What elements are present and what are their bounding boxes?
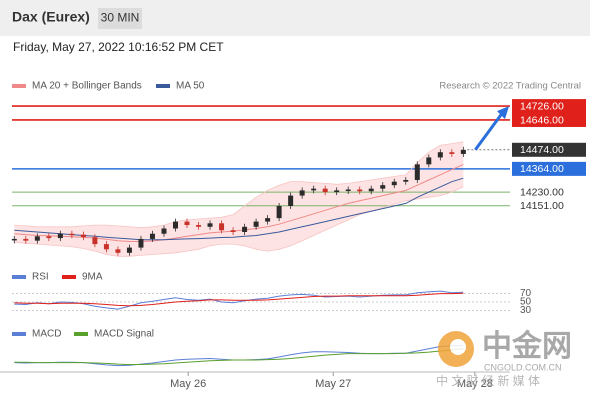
watermark-logo [450, 339, 466, 355]
candle-body [196, 225, 202, 227]
rsi-tick-label: 50 [520, 297, 532, 308]
candle-body [276, 205, 282, 219]
candle-body [207, 223, 213, 227]
legend-swatch [12, 275, 26, 279]
legend-label: MA 50 [176, 81, 205, 92]
bollinger-band [14, 141, 464, 257]
candle-body [138, 238, 144, 248]
candle-body [219, 223, 225, 231]
level-label: 14230.00 [520, 186, 564, 198]
rsi-line [14, 290, 464, 310]
candle-body [57, 233, 63, 239]
candle-body [253, 221, 259, 227]
legend-swatch [62, 275, 76, 279]
candle-body [334, 190, 340, 193]
legend-swatch [74, 332, 88, 336]
timestamp: Friday, May 27, 2022 10:16:52 PM CET [13, 40, 224, 54]
legend-swatch [12, 84, 26, 88]
ma50-line [14, 177, 464, 241]
credit: Research © 2022 Trading Central [439, 81, 581, 92]
candle-body [69, 233, 75, 236]
timeframe[interactable]: 30 MIN [101, 11, 140, 25]
candle-body [265, 218, 271, 222]
candle-body [437, 152, 443, 158]
projection-arrow [474, 111, 505, 151]
candle-body [460, 149, 466, 154]
level-box [512, 142, 586, 157]
candle-body [449, 152, 455, 154]
candle-body [184, 221, 190, 226]
level-label: 14726.00 [520, 100, 564, 112]
candle-body [115, 249, 121, 253]
rsi-tick-label: 30 [520, 305, 532, 316]
candle-body [80, 234, 86, 238]
legend-label: MA 20 + Bollinger Bands [32, 81, 142, 92]
candle-body [23, 238, 29, 241]
candle-body [391, 181, 397, 186]
legend-swatch [156, 84, 170, 88]
candle-body [403, 179, 409, 182]
x-tick-label: May 26 [170, 378, 206, 390]
legend-swatch [12, 332, 26, 336]
bollinger-lower [14, 186, 464, 257]
bollinger-upper [14, 141, 464, 229]
candle-body [414, 164, 420, 180]
candle-body [46, 236, 52, 239]
x-tick-label: May 28 [457, 378, 493, 390]
candle-body [426, 157, 432, 165]
candle-body [311, 188, 317, 191]
candle-body [230, 230, 236, 232]
candle-body [288, 195, 294, 206]
candle-body [322, 188, 328, 193]
level-box [512, 112, 586, 127]
level-box [512, 99, 586, 114]
level-label: 14646.00 [520, 114, 564, 126]
legend-label: MACD [32, 329, 61, 340]
legend-label: 9MA [82, 272, 103, 283]
ma20-line [14, 163, 464, 242]
timeframe-button[interactable] [98, 8, 142, 29]
candle-body [345, 189, 351, 192]
instrument: Dax (Eurex) [12, 9, 90, 25]
candle-body [149, 233, 155, 239]
x-tick-label: May 27 [315, 378, 351, 390]
candle-body [368, 188, 374, 192]
candle-body [161, 228, 167, 234]
candle-body [380, 185, 386, 189]
legend-label: MACD Signal [94, 329, 154, 340]
rsi-line [14, 292, 464, 307]
level-label: 14474.00 [520, 144, 564, 156]
candle-body [242, 226, 248, 232]
candle-body [172, 221, 178, 229]
level-label: 14151.00 [520, 200, 564, 212]
candle-body [126, 247, 132, 253]
candle-body [299, 190, 305, 196]
level-box [512, 161, 586, 176]
watermark-site: CNGOLD.COM.CN [484, 362, 562, 372]
candle-body [357, 189, 363, 192]
projection-arrowhead [497, 106, 509, 120]
legend-label: RSI [32, 272, 49, 283]
watermark-tagline: 中 文 财 经 新 媒 体 [436, 373, 540, 388]
candle-body [103, 244, 109, 250]
watermark-brand: 中金网 [482, 329, 572, 363]
rsi-tick-label: 70 [520, 288, 532, 299]
candle-body [11, 238, 17, 241]
level-label: 14364.00 [520, 163, 564, 175]
candle-body [92, 237, 98, 245]
macd-line [14, 348, 464, 365]
watermark: 中金网 CNGOLD.COM.CN 中 文 财 经 新 媒 体 [436, 329, 572, 388]
candle-body [34, 236, 40, 241]
